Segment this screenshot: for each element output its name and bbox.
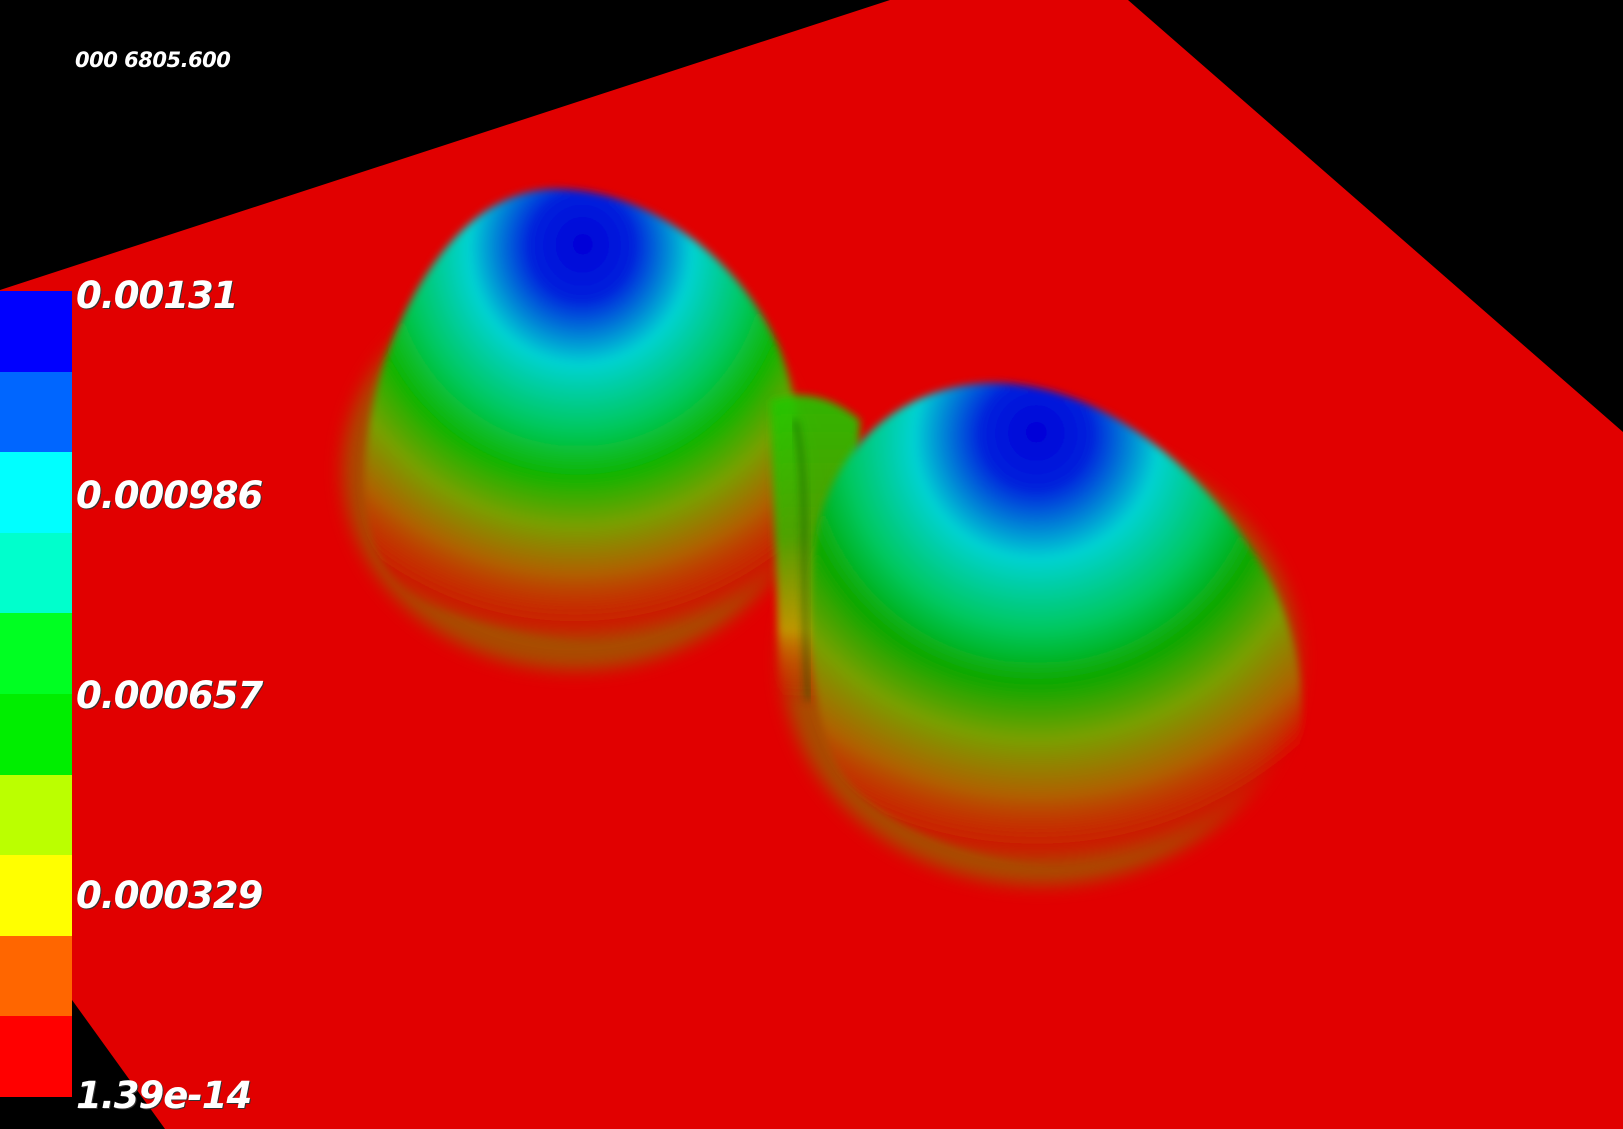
colorbar-swatch bbox=[0, 371, 72, 453]
colorbar-swatch bbox=[0, 291, 72, 372]
color-legend-bar bbox=[0, 291, 72, 1097]
colorbar-swatch bbox=[0, 1016, 72, 1097]
central-crease bbox=[792, 419, 811, 701]
colorbar-swatch bbox=[0, 452, 72, 533]
colorbar-tick-2: 0.000986 bbox=[76, 474, 263, 517]
colorbar-tick-min: 1.39e-14 bbox=[76, 1074, 252, 1117]
colorbar-swatch bbox=[0, 855, 72, 936]
colorbar-tick-3: 0.000657 bbox=[76, 674, 263, 717]
colorbar-swatch bbox=[0, 774, 72, 856]
left-hump bbox=[364, 189, 802, 647]
colorbar-swatch bbox=[0, 532, 72, 614]
colorbar-swatch bbox=[0, 613, 72, 694]
colorbar-swatch bbox=[0, 935, 72, 1017]
colorbar-swatch bbox=[0, 693, 72, 775]
time-annotation: 000 6805.600 bbox=[75, 48, 231, 72]
colorbar-tick-4: 0.000329 bbox=[76, 874, 263, 917]
right-hump bbox=[810, 383, 1302, 871]
colorbar-tick-max: 0.00131 bbox=[76, 274, 239, 317]
